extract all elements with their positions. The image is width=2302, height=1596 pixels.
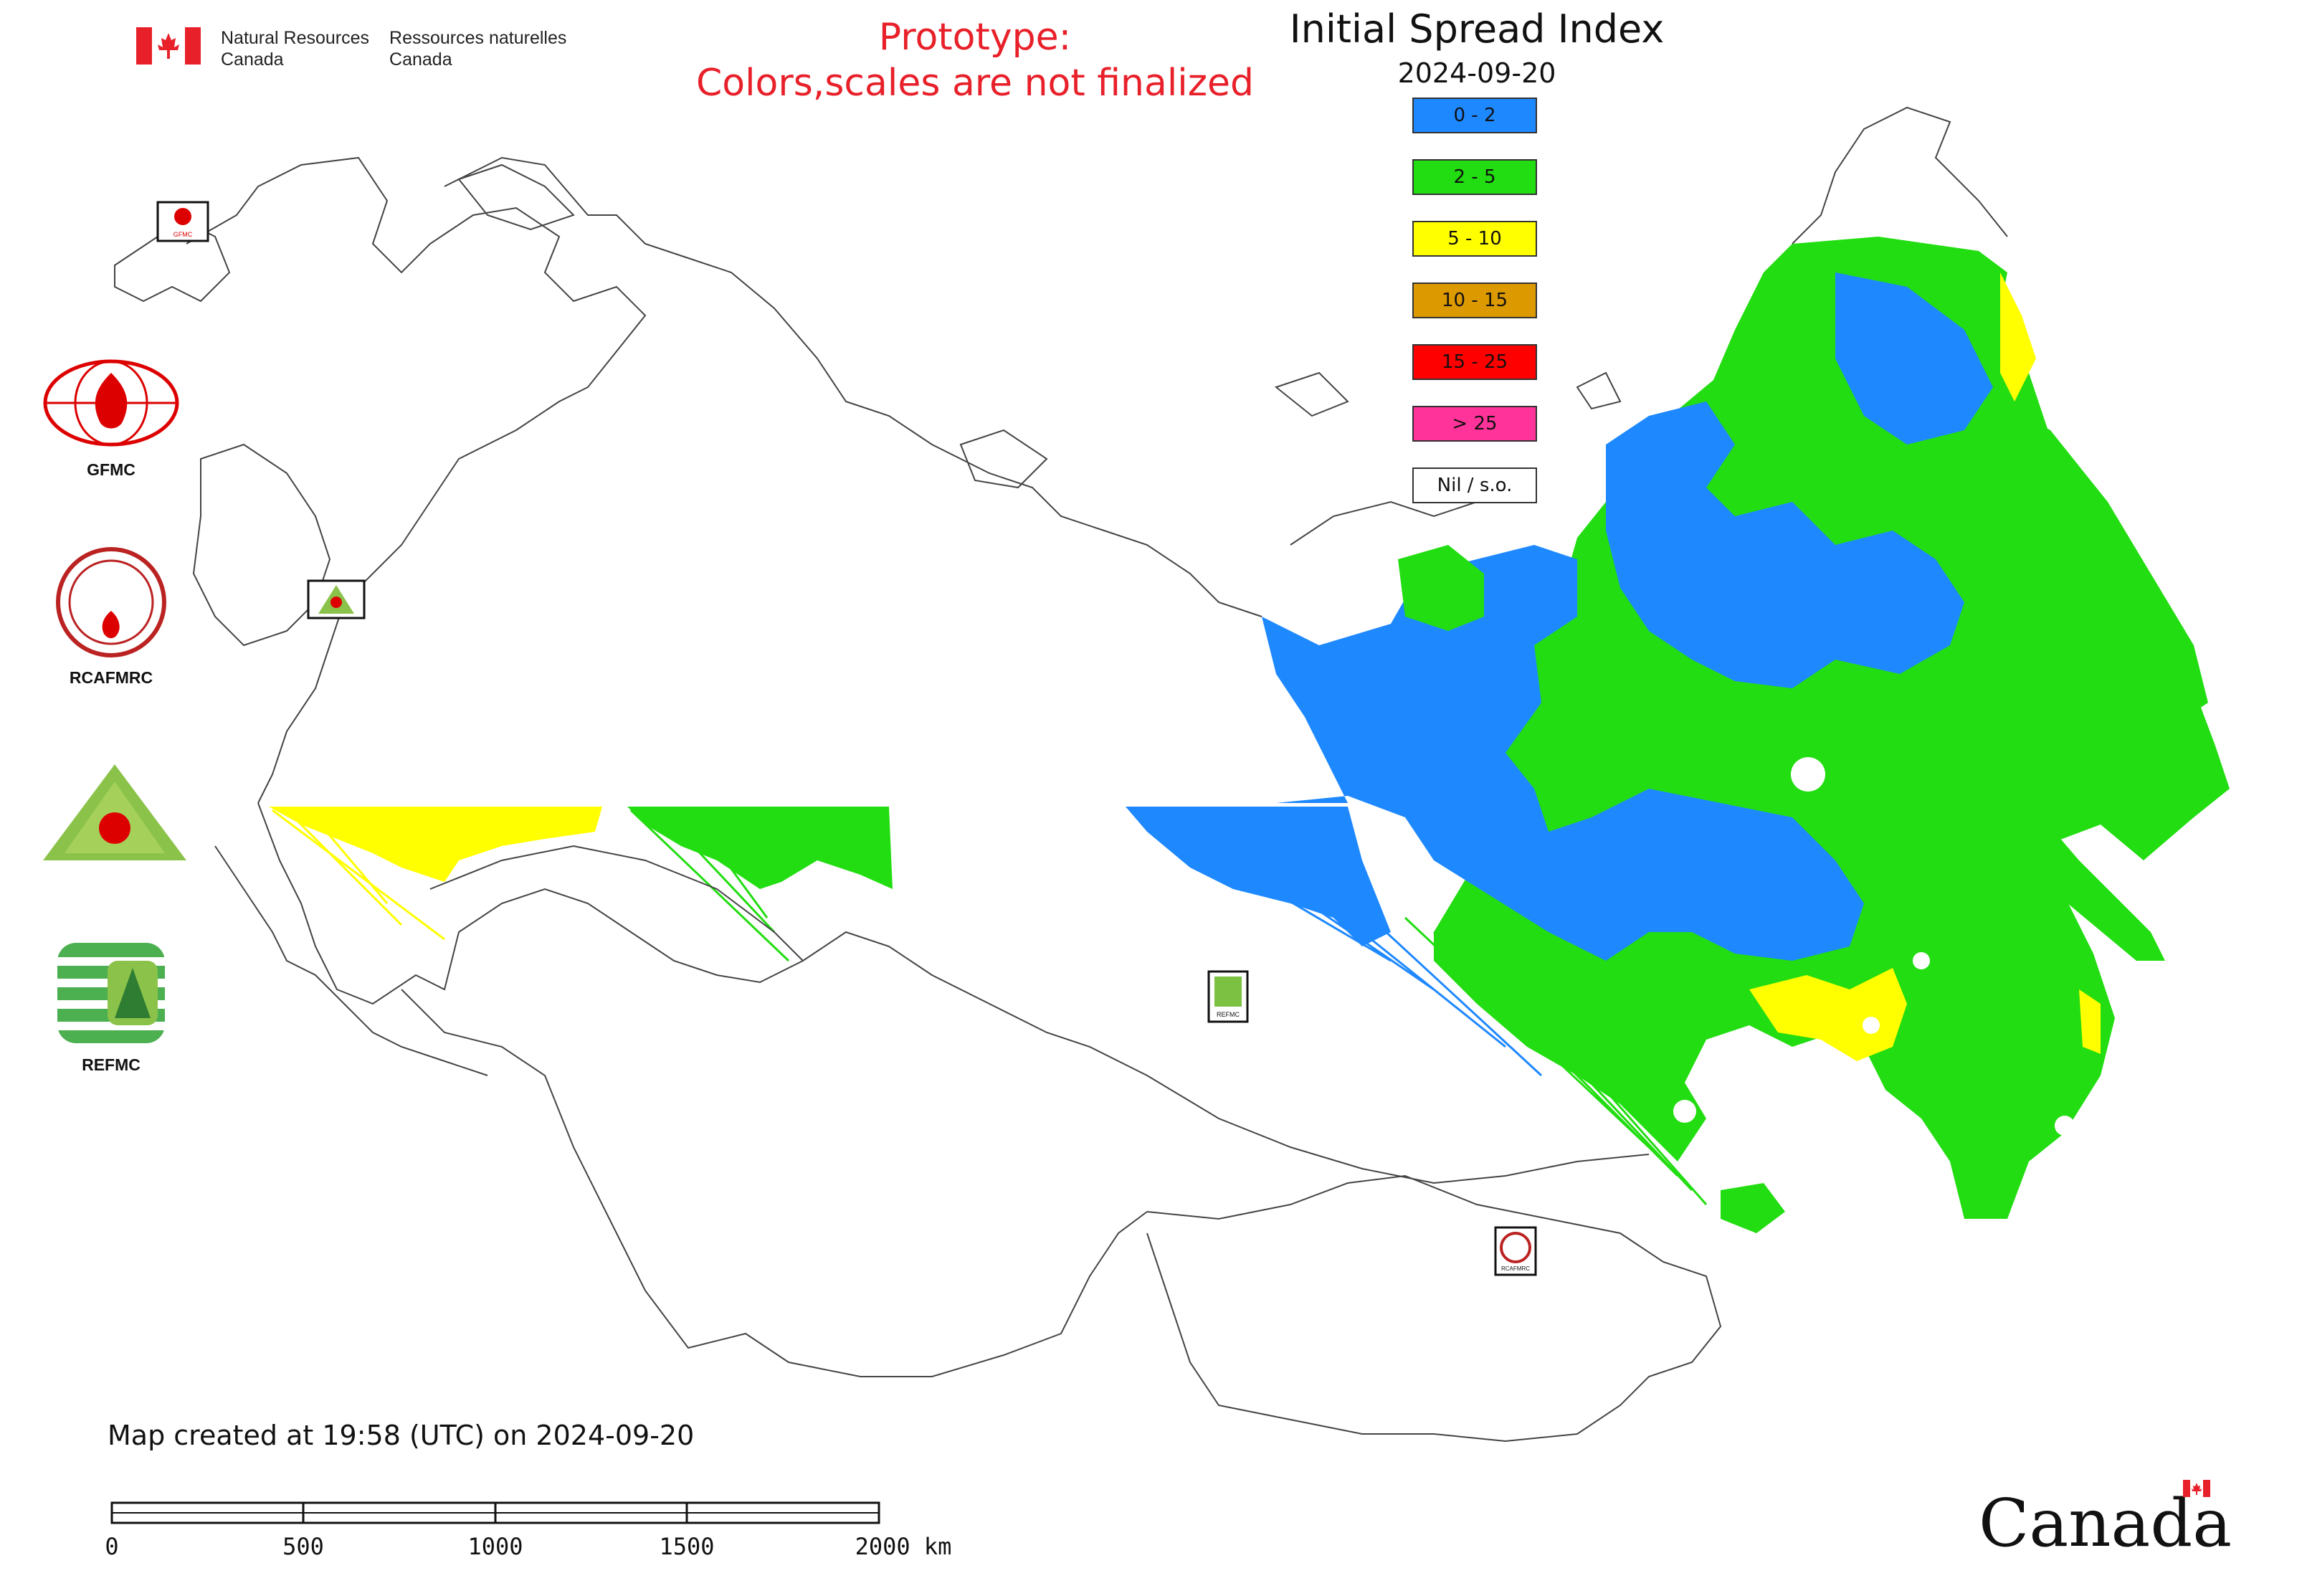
scale-label-0: 0: [105, 1533, 119, 1560]
rcafmrc-logo-label: RCAFMRC: [69, 668, 153, 687]
scale-label-500: 500: [282, 1533, 324, 1560]
streak-yellow: [269, 807, 602, 882]
region-green-island-south: [1721, 1183, 1785, 1233]
gfmc-marker-label: GFMC: [173, 231, 193, 238]
region-blue-north: [1606, 402, 1964, 688]
scale-bar-graphic: [110, 1501, 880, 1524]
legend-label: 15 - 25: [1441, 351, 1508, 373]
gfmc-marker[interactable]: GFMC: [156, 201, 209, 242]
nil-spot: [1863, 1017, 1880, 1034]
canada-wordmark-flag-icon: [2183, 1480, 2210, 1497]
legend: 0 - 2 2 - 5 5 - 10 10 - 15 15 - 25 > 25 …: [1412, 98, 1541, 529]
streak-green: [627, 807, 893, 889]
org-name-fr: Ressources naturelles Canada: [389, 27, 566, 70]
border-western-russia: [186, 156, 647, 804]
rcafmrc-marker[interactable]: RCAFMRC: [1494, 1226, 1537, 1276]
streak-green-diag: [1404, 916, 1708, 1205]
scale-label-2000: 2000 km: [855, 1533, 952, 1560]
legend-item-4: 15 - 25: [1412, 344, 1537, 380]
legend-item-1: 2 - 5: [1412, 159, 1537, 195]
legend-item-0: 0 - 2: [1412, 98, 1537, 133]
prototype-notice: Prototype: Colors,scales are not finaliz…: [660, 14, 1290, 106]
legend-label: Nil / s.o.: [1437, 475, 1513, 496]
reefmc-logo-icon: [43, 764, 186, 860]
fire-index-area-east: [1118, 237, 2230, 1233]
refmc-marker-label: REFMC: [1217, 1011, 1240, 1018]
legend-label: 5 - 10: [1447, 228, 1502, 250]
region-yellow-south: [1749, 968, 1907, 1061]
legend-item-5: > 25: [1412, 406, 1537, 442]
refmc-logo[interactable]: REFMC: [50, 939, 172, 1075]
raster-streaks: [269, 807, 1708, 1205]
region-green-kamchatka: [2000, 402, 2208, 717]
map-title: Initial Spread Index: [1289, 6, 1665, 52]
coast-east: [1792, 106, 2008, 244]
island-new-siberian: [1274, 371, 1349, 417]
legend-label: 2 - 5: [1453, 166, 1496, 188]
island-severnaya: [959, 429, 1048, 489]
canada-wordmark-text: Canada: [1979, 1485, 2232, 1562]
reefmc-logo[interactable]: [36, 760, 194, 872]
legend-item-3: 10 - 15: [1412, 282, 1537, 318]
island-novaya-zemlya: [457, 163, 575, 231]
gfmc-logo-icon: [43, 359, 179, 447]
border-southern: [257, 802, 1650, 1184]
coast-north: [444, 156, 1262, 617]
border-ukraine: [192, 443, 331, 647]
region-blue-main: [1118, 545, 1864, 961]
legend-label: > 25: [1452, 413, 1498, 434]
streak-blue-thin: [1146, 816, 1543, 1077]
nrcan-signature: Natural Resources Canada Ressources natu…: [136, 27, 624, 77]
rcafmrc-logo-icon: [56, 547, 166, 657]
scale-label-1500: 1500: [659, 1533, 715, 1560]
streak-yellow-thin: [272, 809, 445, 941]
gfmc-logo[interactable]: GFMC: [36, 358, 186, 480]
border-mongolia: [1146, 1174, 1722, 1443]
border-west-asia: [214, 845, 488, 1076]
prototype-line1: Prototype:: [878, 16, 1072, 59]
refmc-logo-icon: [57, 943, 165, 1043]
nil-spot: [1673, 1100, 1696, 1123]
refmc-logo-label: REFMC: [82, 1055, 141, 1074]
border-kazakh: [429, 845, 804, 961]
org-name-en: Natural Resources Canada: [221, 27, 369, 70]
org-en-line2: Canada: [221, 49, 284, 70]
rcafmrc-logo[interactable]: RCAFMRC: [50, 545, 172, 688]
rcafmrc-marker-label: RCAFMRC: [1501, 1265, 1530, 1272]
refmc-marker[interactable]: REFMC: [1207, 970, 1249, 1023]
prototype-line2: Colors,scales are not finalized: [695, 62, 1255, 105]
org-fr-line2: Canada: [389, 49, 452, 70]
island-wrangel: [1576, 371, 1622, 410]
nil-spot: [1791, 757, 1825, 792]
org-en-line1: Natural Resources: [221, 28, 370, 48]
legend-label: 0 - 2: [1453, 105, 1496, 126]
region-green-sakhalin: [2000, 803, 2165, 961]
nil-spot: [1913, 952, 1930, 969]
map-created-timestamp: Map created at 19:58 (UTC) on 2024-09-20: [108, 1420, 695, 1451]
legend-item-6: Nil / s.o.: [1412, 467, 1537, 503]
scale-label-1000: 1000: [467, 1533, 523, 1560]
scale-bar: 0 500 1000 1500 2000 km: [105, 1498, 968, 1577]
region-blue-northeast: [1835, 272, 1993, 445]
legend-label: 10 - 15: [1441, 290, 1508, 311]
canada-flag-icon: [136, 27, 201, 65]
border-central-asia: [401, 989, 1148, 1377]
streak-blue: [1126, 807, 1391, 946]
canada-wordmark: Canada: [1979, 1480, 2232, 1557]
gfmc-logo-label: GFMC: [87, 460, 135, 479]
nil-spot: [2055, 1116, 2075, 1136]
reefmc-marker[interactable]: [307, 579, 366, 619]
region-yellow-east: [2000, 272, 2036, 402]
legend-item-2: 5 - 10: [1412, 221, 1537, 257]
region-green-northwest-lobe: [1398, 545, 1484, 631]
region-yellow-small: [2079, 989, 2101, 1054]
org-fr-line1: Ressources naturelles: [389, 28, 567, 48]
map-date: 2024-09-20: [1397, 57, 1556, 89]
